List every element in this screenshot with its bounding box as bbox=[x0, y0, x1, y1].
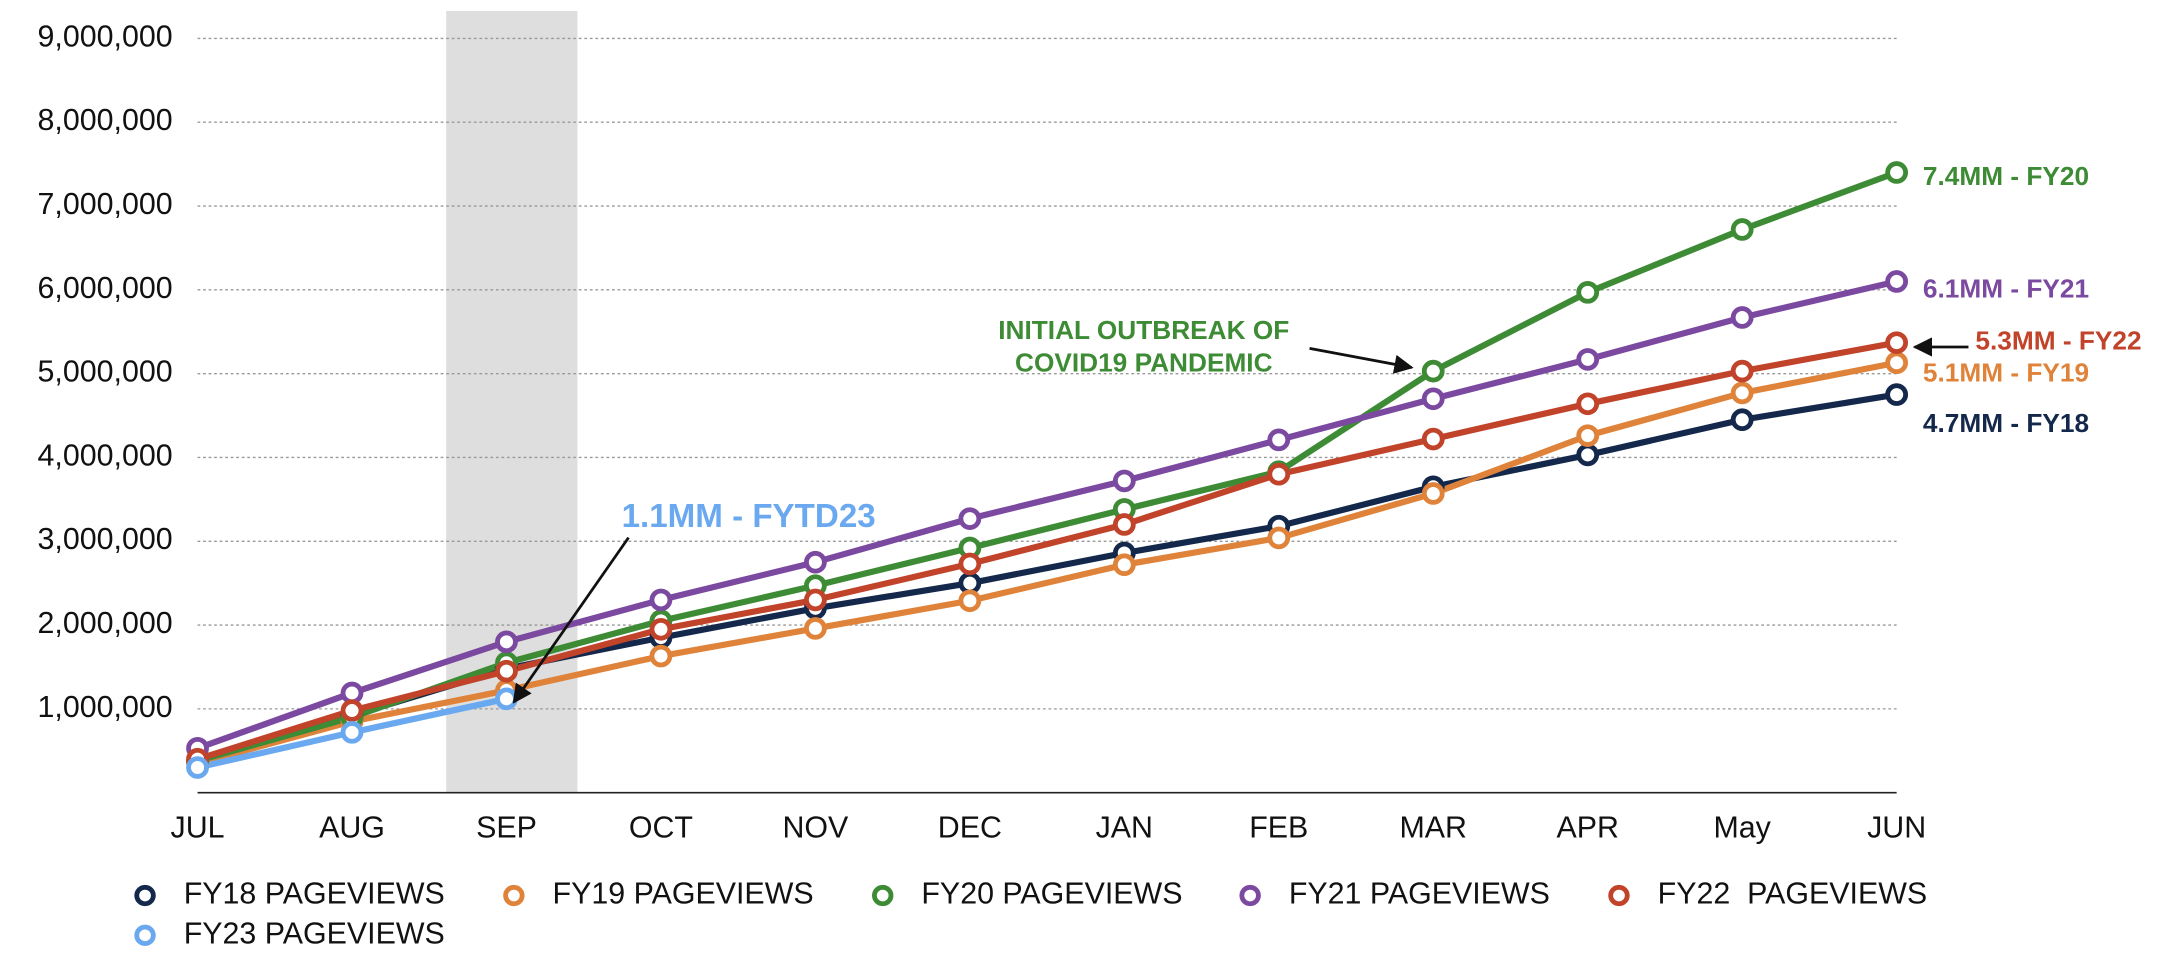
x-tick-label: AUG bbox=[319, 812, 385, 845]
x-tick-label: MAR bbox=[1399, 812, 1467, 845]
legend-marker bbox=[134, 884, 156, 907]
series-line bbox=[196, 359, 1898, 767]
legend-marker bbox=[1239, 884, 1261, 907]
data-point bbox=[1730, 218, 1754, 241]
y-tick-label: 9,000,000 bbox=[38, 20, 173, 53]
data-point bbox=[1112, 469, 1136, 493]
data-point bbox=[649, 644, 673, 668]
arrow bbox=[512, 536, 630, 704]
data-point bbox=[340, 699, 364, 722]
series-line bbox=[196, 169, 1898, 764]
legend-marker bbox=[1608, 884, 1630, 907]
data-point bbox=[1576, 424, 1600, 447]
data-point bbox=[1421, 387, 1445, 411]
data-point bbox=[1421, 482, 1445, 505]
annotation: INITIAL OUTBREAK OF bbox=[998, 315, 1289, 345]
x-tick-label: SEP bbox=[476, 812, 537, 845]
data-point bbox=[1576, 392, 1600, 416]
x-tick-label: JAN bbox=[1096, 812, 1153, 845]
y-tick-label: 2,000,000 bbox=[38, 607, 173, 640]
data-point bbox=[186, 756, 209, 779]
data-point bbox=[1885, 270, 1909, 293]
annotation: COVID19 PANDEMIC bbox=[1015, 348, 1273, 378]
data-point bbox=[340, 681, 364, 705]
y-tick-label: 1,000,000 bbox=[38, 691, 173, 724]
data-point bbox=[1885, 331, 1909, 354]
annotation: 5.1MM - FY19 bbox=[1923, 357, 2089, 387]
annotation: 6.1MM - FY21 bbox=[1923, 274, 2089, 304]
data-point bbox=[1730, 408, 1754, 432]
annotation: 5.3MM - FY22 bbox=[1975, 326, 2141, 356]
y-tick-label: 8,000,000 bbox=[38, 104, 173, 137]
annotation: 4.7MM - FY18 bbox=[1923, 408, 2089, 438]
data-point bbox=[1730, 306, 1754, 329]
x-tick-label: May bbox=[1713, 812, 1771, 845]
data-point bbox=[1421, 427, 1445, 451]
data-point bbox=[1112, 513, 1136, 536]
x-tick-label: APR bbox=[1556, 812, 1618, 845]
data-point bbox=[1576, 281, 1600, 304]
data-point bbox=[495, 630, 518, 654]
data-point bbox=[958, 589, 982, 613]
data-point bbox=[495, 659, 518, 683]
legend-marker bbox=[134, 924, 156, 946]
legend-label: FY19 PAGEVIEWS bbox=[553, 878, 814, 911]
data-point bbox=[1576, 348, 1600, 371]
data-point bbox=[1421, 359, 1445, 383]
data-point bbox=[495, 687, 518, 711]
y-tick-label: 7,000,000 bbox=[38, 188, 173, 221]
data-point bbox=[1885, 351, 1909, 375]
data-point bbox=[1112, 553, 1136, 577]
x-tick-label: OCT bbox=[629, 812, 693, 845]
data-point bbox=[1267, 526, 1291, 550]
y-tick-label: 4,000,000 bbox=[38, 440, 173, 473]
data-point bbox=[958, 552, 982, 576]
x-tick-label: NOV bbox=[782, 812, 849, 845]
y-tick-label: 6,000,000 bbox=[38, 272, 173, 305]
legend-label: FY23 PAGEVIEWS bbox=[184, 917, 445, 950]
data-point bbox=[1267, 462, 1291, 486]
x-tick-label: JUN bbox=[1867, 812, 1926, 845]
y-tick-label: 3,000,000 bbox=[38, 523, 173, 556]
annotation: 1.1MM - FYTD23 bbox=[622, 497, 876, 534]
data-point bbox=[649, 617, 673, 641]
legend-label: FY18 PAGEVIEWS bbox=[184, 878, 445, 911]
annotation: 7.4MM - FY20 bbox=[1923, 161, 2089, 191]
data-point bbox=[1730, 359, 1754, 383]
arrow bbox=[1309, 346, 1414, 374]
x-tick-label: JUL bbox=[171, 812, 225, 845]
data-point bbox=[803, 550, 827, 574]
series-line bbox=[196, 278, 1898, 752]
legend-label: FY21 PAGEVIEWS bbox=[1289, 878, 1550, 911]
data-point bbox=[1885, 383, 1909, 406]
data-point bbox=[1885, 161, 1909, 184]
legend-marker bbox=[503, 884, 525, 907]
data-point bbox=[1730, 381, 1754, 405]
data-point bbox=[340, 721, 364, 744]
legend-label: FY20 PAGEVIEWS bbox=[921, 878, 1182, 911]
y-tick-label: 5,000,000 bbox=[38, 356, 173, 389]
legend-label: FY22 PAGEVIEWS bbox=[1658, 878, 1928, 911]
data-point bbox=[1576, 443, 1600, 467]
series-line bbox=[196, 339, 1898, 763]
data-point bbox=[1267, 428, 1291, 452]
data-point bbox=[958, 571, 982, 595]
data-point bbox=[803, 617, 827, 640]
data-point bbox=[958, 507, 982, 530]
x-tick-label: DEC bbox=[938, 812, 1002, 845]
x-tick-label: FEB bbox=[1249, 812, 1308, 845]
legend-marker bbox=[871, 884, 894, 907]
data-point bbox=[803, 588, 827, 612]
data-point bbox=[649, 588, 673, 612]
